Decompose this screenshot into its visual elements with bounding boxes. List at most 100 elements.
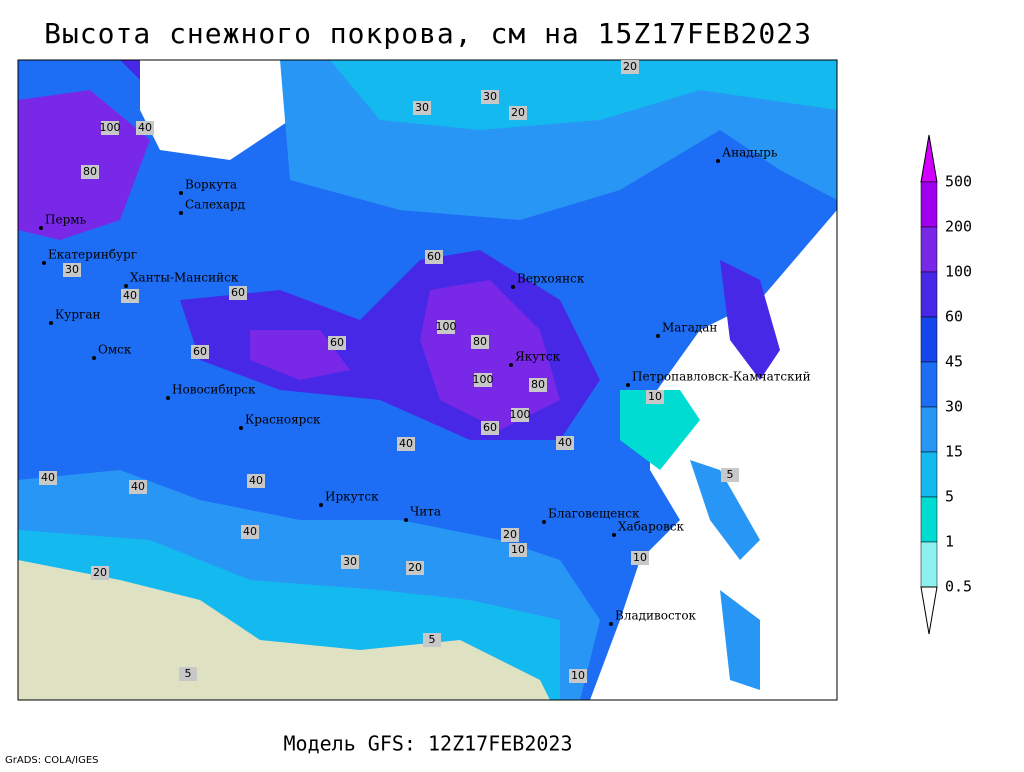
contour-label-box — [328, 336, 346, 350]
contour-label-box — [241, 525, 259, 539]
legend-label: 45 — [945, 353, 963, 371]
title: Высота снежного покрова, см на 15Z17FEB2… — [44, 17, 812, 50]
contour-label-box — [63, 263, 81, 277]
legend-swatch — [920, 316, 938, 363]
city-dot — [92, 356, 96, 360]
legend-label: 5 — [945, 488, 954, 506]
contour-label-box — [511, 408, 529, 422]
legend-swatch — [920, 451, 938, 498]
pacific — [590, 210, 837, 700]
land-no-snow — [18, 560, 550, 700]
city-dot — [49, 321, 53, 325]
contour-label: 30 — [343, 555, 357, 568]
city-label: Якутск — [515, 350, 561, 364]
contour-label: 40 — [243, 525, 257, 538]
legend-swatch — [920, 134, 938, 183]
legend-swatch — [920, 361, 938, 408]
city-dot — [542, 520, 546, 524]
contour-label: 100 — [436, 320, 457, 333]
city-dot — [609, 622, 613, 626]
legend-label: 30 — [945, 398, 963, 416]
city-label: Чита — [410, 505, 441, 519]
legend-swatch — [920, 496, 938, 543]
contour-label: 20 — [408, 561, 422, 574]
contour-label: 20 — [623, 60, 637, 73]
contour-label: 80 — [531, 378, 545, 391]
contour-label: 40 — [558, 436, 572, 449]
contour-label: 40 — [131, 480, 145, 493]
contour-label: 60 — [231, 286, 245, 299]
city-dot — [626, 383, 630, 387]
contour-label-box — [621, 60, 639, 74]
city-label: Верхоянск — [517, 272, 585, 286]
legend-label: 500 — [945, 173, 972, 191]
contour-label-box — [631, 551, 649, 565]
contour-label-box — [247, 474, 265, 488]
city-label: Красноярск — [245, 413, 321, 427]
city-label: Екатеринбург — [48, 248, 137, 262]
credit: GrADS: COLA/IGES — [5, 755, 99, 766]
legend-label: 1 — [945, 533, 954, 551]
contour-label-box — [425, 250, 443, 264]
city-label: Хабаровск — [618, 520, 684, 534]
city-dot — [656, 334, 660, 338]
city-label: Воркута — [185, 178, 237, 192]
contour-label: 30 — [415, 101, 429, 114]
islands — [690, 460, 760, 690]
contour-label: 40 — [399, 437, 413, 450]
legend-label: 100 — [945, 263, 972, 281]
city-dot — [179, 191, 183, 195]
legend-swatch — [920, 181, 938, 228]
contour-label: 60 — [427, 250, 441, 263]
city-label: Анадырь — [722, 146, 778, 160]
city-dot — [509, 363, 513, 367]
legend-label: 200 — [945, 218, 972, 236]
contour-label-box — [509, 543, 527, 557]
city-label: Ханты-Мансийск — [130, 271, 239, 285]
city-label: Петропавловск-Камчатский — [632, 370, 811, 384]
contour-label-box — [471, 335, 489, 349]
city-label: Курган — [55, 308, 100, 322]
contour-label: 60 — [483, 421, 497, 434]
contour-label-box — [121, 289, 139, 303]
contour-label-box — [136, 121, 154, 135]
contour-label: 100 — [473, 373, 494, 386]
legend-label: 15 — [945, 443, 963, 461]
contour-label-box — [474, 373, 492, 387]
legend-swatch — [920, 541, 938, 588]
contour-label: 5 — [727, 468, 734, 481]
contour-label-box — [179, 667, 197, 681]
city-label: Магадан — [662, 321, 717, 335]
city-dot — [42, 261, 46, 265]
contour-label: 100 — [100, 121, 121, 134]
contour-label-box — [229, 286, 247, 300]
legend-swatch — [920, 226, 938, 273]
contour-label-box — [101, 121, 119, 135]
contour-label: 100 — [510, 408, 531, 421]
city-dot — [511, 285, 515, 289]
footer: Модель GFS: 12Z17FEB2023 — [284, 732, 573, 756]
contour-label: 80 — [473, 335, 487, 348]
contour-label: 10 — [511, 543, 525, 556]
city-label: Омск — [98, 343, 132, 357]
contour-label-box — [91, 566, 109, 580]
contour-label-box — [413, 101, 431, 115]
contour-label: 40 — [249, 474, 263, 487]
contour-label-box — [406, 561, 424, 575]
contour-label-box — [501, 528, 519, 542]
city-dot — [179, 211, 183, 215]
contour-label-box — [569, 669, 587, 683]
contour-label: 5 — [185, 667, 192, 680]
city-dot — [39, 226, 43, 230]
contour-label: 20 — [511, 106, 525, 119]
contour-label-box — [191, 345, 209, 359]
contour-label: 40 — [41, 471, 55, 484]
contour-label: 20 — [93, 566, 107, 579]
legend-label: 0.5 — [945, 578, 972, 596]
legend-label: 60 — [945, 308, 963, 326]
city-dot — [716, 159, 720, 163]
map-frame — [17, 59, 838, 701]
contour-label-box — [646, 390, 664, 404]
city-dot — [166, 396, 170, 400]
